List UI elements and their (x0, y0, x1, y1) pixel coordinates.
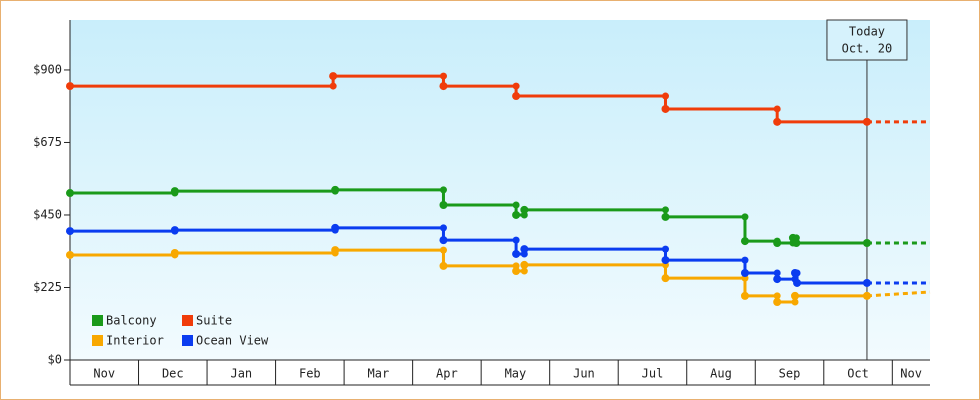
point (66, 227, 74, 236)
point (170, 187, 179, 196)
step-corner (520, 267, 528, 275)
point (661, 212, 670, 221)
step-corner (773, 269, 781, 277)
point (512, 210, 521, 219)
point (331, 246, 340, 255)
x-tick-label: Oct (847, 367, 869, 381)
point (773, 239, 782, 248)
point (773, 297, 782, 306)
y-tick-label: $675 (33, 135, 62, 149)
y-tick-label: $900 (33, 62, 62, 76)
point (773, 117, 782, 126)
point (329, 72, 338, 81)
x-tick-label: Nov (900, 367, 922, 381)
x-tick-label: Sep (779, 367, 801, 381)
legend-swatch (182, 335, 193, 346)
point (793, 278, 802, 287)
point (512, 267, 521, 276)
legend-swatch (92, 315, 103, 326)
step-corner (329, 82, 337, 90)
step-corner (741, 213, 749, 221)
today-box (826, 19, 908, 61)
point (661, 256, 670, 265)
point (66, 250, 74, 259)
legend-swatch (92, 335, 103, 346)
step-corner (512, 201, 520, 209)
point (170, 226, 179, 235)
x-tick-label: Nov (93, 367, 115, 381)
step-corner (661, 92, 669, 100)
point (862, 117, 871, 126)
forecast-line (866, 290, 931, 298)
legend-label: Suite (196, 314, 232, 328)
point (791, 291, 800, 300)
legend-label: Interior (106, 334, 164, 348)
step-corner (773, 292, 781, 300)
point (512, 92, 521, 101)
point (439, 236, 448, 245)
point (740, 268, 749, 277)
step-corner (661, 206, 669, 214)
y-tick-label: $0 (48, 353, 62, 367)
step-corner (512, 82, 520, 90)
point (661, 274, 670, 283)
point (862, 278, 871, 287)
point (740, 291, 749, 300)
step-corner (439, 186, 447, 194)
point (331, 223, 340, 232)
legend-label: Balcony (106, 314, 157, 328)
step-corner (439, 246, 447, 254)
step-corner (439, 224, 447, 232)
point (170, 249, 179, 258)
legend-label: Ocean View (196, 334, 269, 348)
point (773, 275, 782, 284)
step-corner (439, 72, 447, 80)
point (512, 249, 521, 258)
y-tick-label: $450 (33, 207, 62, 221)
y-tick-label: $225 (33, 280, 62, 294)
point (520, 205, 529, 214)
x-tick-label: Feb (299, 367, 321, 381)
point (740, 237, 749, 246)
x-tick-label: Apr (436, 367, 458, 381)
step-corner (741, 256, 749, 264)
today-label: Oct. 20 (842, 42, 893, 56)
point (520, 260, 529, 269)
point (66, 82, 74, 91)
x-tick-label: Jun (573, 367, 595, 381)
point (862, 239, 871, 248)
x-tick-label: Dec (162, 367, 184, 381)
step-corner (661, 245, 669, 253)
point (439, 200, 448, 209)
step-corner (512, 236, 520, 244)
point (792, 239, 801, 248)
x-tick-label: Jan (230, 367, 252, 381)
x-tick-label: Aug (710, 367, 732, 381)
point (66, 189, 74, 198)
point (661, 104, 670, 113)
today-label: Today (849, 25, 885, 39)
step-corner (791, 298, 799, 306)
x-tick-label: Jul (642, 367, 664, 381)
x-tick-label: Mar (368, 367, 390, 381)
x-tick-label: May (505, 367, 527, 381)
point (439, 82, 448, 91)
point (520, 245, 529, 254)
point (862, 291, 871, 300)
legend-swatch (182, 315, 193, 326)
point (331, 185, 340, 194)
point (439, 261, 448, 270)
step-corner (773, 105, 781, 113)
step-corner (793, 269, 801, 277)
